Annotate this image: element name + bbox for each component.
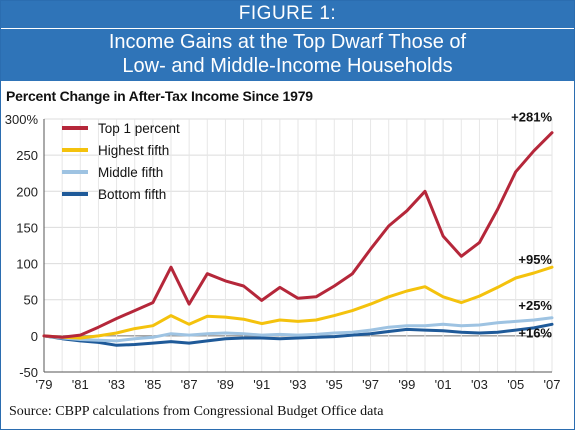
- legend-label: Middle fifth: [98, 165, 163, 180]
- end-labels: +281% +95% +25% +16%: [511, 110, 552, 341]
- y-tick-labels: -50 0 50 100 150 200 250 300%: [5, 112, 39, 380]
- legend-label: Bottom fifth: [98, 187, 166, 202]
- y-tick-label: -50: [19, 365, 38, 380]
- legend: Top 1 percent Highest fifth Middle fifth Bo…: [62, 121, 180, 202]
- y-tick-label: 150: [16, 220, 38, 235]
- x-tick-label: '01: [435, 377, 452, 392]
- axes: [43, 119, 552, 373]
- x-tick-label: '05: [507, 377, 524, 392]
- y-tick-label: 50: [24, 293, 38, 308]
- legend-label: Top 1 percent: [98, 121, 180, 136]
- x-tick-label: '97: [362, 377, 379, 392]
- x-tick-label: '95: [326, 377, 343, 392]
- figure-label: FIGURE 1:: [238, 3, 337, 24]
- x-tick-labels: '79 '81 '83 '85 '87 '89 '91 '93 '95 '97 '99 '01 '03 '…: [36, 377, 561, 392]
- figure-title-line-2: Low- and Middle-Income Households: [122, 55, 453, 77]
- x-tick-label: '07: [544, 377, 561, 392]
- x-tick-label: '99: [398, 377, 415, 392]
- y-tick-label: 300%: [5, 112, 39, 127]
- series-line-highest-fifth: [42, 265, 554, 340]
- end-label: +95%: [518, 252, 552, 267]
- x-tick-label: '93: [290, 377, 307, 392]
- y-tick-label: 200: [16, 184, 38, 199]
- x-tick-label: '83: [108, 377, 125, 392]
- banner-divider: [1, 28, 574, 29]
- x-tick-label: '03: [471, 377, 488, 392]
- series-line-top-1-percent: [42, 131, 554, 339]
- x-tick-label: '91: [253, 377, 270, 392]
- chart-title: Percent Change in After-Tax Income Since…: [6, 88, 313, 104]
- y-tick-label: 250: [16, 148, 38, 163]
- x-tick-label: '87: [181, 377, 198, 392]
- series-line-middle-fifth: [42, 316, 554, 343]
- x-tick-label: '79: [36, 377, 53, 392]
- end-label: +25%: [518, 298, 552, 313]
- series-line-bottom-fifth: [42, 322, 554, 347]
- legend-label: Highest fifth: [98, 143, 169, 158]
- x-tick-label: '89: [217, 377, 234, 392]
- figure-banner: FIGURE 1: Income Gains at the Top Dwarf …: [1, 1, 574, 81]
- series-lines: [42, 131, 554, 347]
- y-tick-label: 0: [31, 329, 38, 344]
- x-tick-label: '81: [72, 377, 89, 392]
- figure-title-line-1: Income Gains at the Top Dwarf Those of: [108, 31, 467, 53]
- source-note: Source: CBPP calculations from Congressi…: [9, 404, 384, 419]
- figure-title: Income Gains at the Top Dwarf Those of L…: [1, 30, 574, 78]
- y-tick-label: 100: [16, 257, 38, 272]
- end-label: +281%: [511, 110, 552, 125]
- x-tick-label: '85: [144, 377, 161, 392]
- end-label: +16%: [518, 325, 552, 340]
